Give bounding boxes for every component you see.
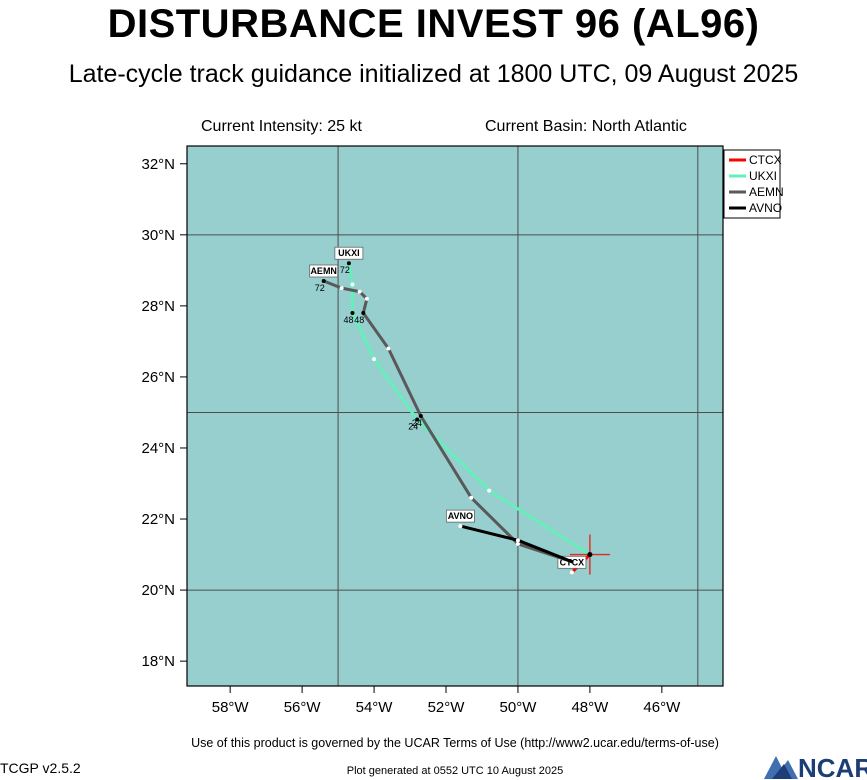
track-point-ukxi — [487, 488, 492, 493]
track-point-aemn — [515, 541, 520, 546]
lon-tick-label: 58°W — [212, 699, 250, 716]
current-basin: Current Basin: North Atlantic — [485, 118, 687, 135]
version-label: TCGP v2.5.2 — [0, 760, 81, 776]
hour-label-aemn: 72 — [315, 283, 325, 293]
lon-tick-label: 52°W — [428, 699, 466, 716]
track-point-aemn — [357, 289, 362, 294]
hour-label-ukxi: 24 — [408, 422, 418, 432]
track-point-aemn — [364, 296, 369, 301]
lat-tick-label: 28°N — [141, 298, 175, 315]
grid-lines — [187, 146, 723, 686]
track-tag-aemn: AEMN — [310, 266, 337, 276]
current-intensity: Current Intensity: 25 kt — [201, 118, 362, 135]
lat-tick-label: 30°N — [141, 227, 175, 244]
lat-tick-label: 20°N — [141, 582, 175, 599]
terms-of-use: Use of this product is governed by the U… — [191, 736, 719, 750]
track-point-aemn — [418, 414, 423, 418]
track-point-aemn — [321, 279, 326, 283]
axis-ticks: 58°W 56°W 54°W 52°W 50°W 48°W 46°W 18°N 20°N 22°N… — [141, 156, 681, 716]
track-point-avno — [458, 524, 463, 529]
current-position-marker — [569, 534, 610, 575]
legend-label-ukxi: UKXI — [749, 169, 777, 183]
track-point-aemn — [339, 286, 344, 291]
current-marker-dot — [587, 552, 593, 558]
track-tag-box-ukxi — [334, 246, 364, 260]
legend-label-avno: AVNO — [749, 201, 782, 215]
ncar-logo: NCAR — [764, 753, 867, 780]
lat-tick-label: 18°N — [141, 653, 175, 670]
chart-subtitle: Late-cycle track guidance initialized at… — [68, 60, 799, 88]
lat-tick-label: 26°N — [141, 369, 175, 386]
track-point-ukxi — [415, 417, 420, 422]
track-tag-avno: AVNO — [448, 511, 473, 521]
track-tag-box-avno — [445, 509, 475, 523]
track-point-aemn — [386, 346, 391, 351]
track-point-ukxi — [372, 357, 377, 362]
lon-tick-label: 46°W — [643, 699, 681, 716]
chart-title: DISTURBANCE INVEST 96 (AL96) — [107, 2, 760, 46]
legend-label-ctcx: CTCX — [749, 153, 782, 167]
lon-tick-label: 56°W — [284, 699, 322, 716]
lat-tick-label: 24°N — [141, 440, 175, 457]
track-point-ctcx — [569, 570, 574, 575]
track-tag-box-aemn — [309, 264, 339, 278]
logo-text: NCAR — [798, 753, 867, 780]
ocean-area — [187, 146, 723, 686]
generated-time: Plot generated at 0552 UTC 10 August 202… — [346, 765, 564, 777]
lon-tick-label: 54°W — [356, 699, 394, 716]
map-frame — [186, 145, 724, 687]
track-point-avno — [515, 538, 520, 543]
track-point-ukxi — [346, 261, 351, 266]
lon-tick-label: 50°W — [500, 699, 538, 716]
hour-label-aemn: 24 — [412, 418, 422, 428]
lon-tick-label: 48°W — [571, 699, 609, 716]
track-line-aemn — [322, 279, 574, 564]
legend-label-aemn: AEMN — [749, 185, 784, 199]
hour-label-aemn: 48 — [354, 315, 364, 325]
track-point-aemn — [469, 495, 474, 500]
hour-label-ukxi: 48 — [343, 315, 353, 325]
track-tag-ukxi: UKXI — [338, 248, 360, 258]
lat-tick-label: 22°N — [141, 511, 175, 528]
lat-tick-label: 32°N — [141, 156, 175, 173]
hour-label-ukxi: 72 — [340, 265, 350, 275]
track-point-ukxi — [350, 282, 355, 287]
track-point-ukxi — [350, 310, 355, 315]
track-point-aemn — [361, 310, 366, 315]
legend: CTCX UKXI AEMN AVNO — [723, 149, 784, 219]
